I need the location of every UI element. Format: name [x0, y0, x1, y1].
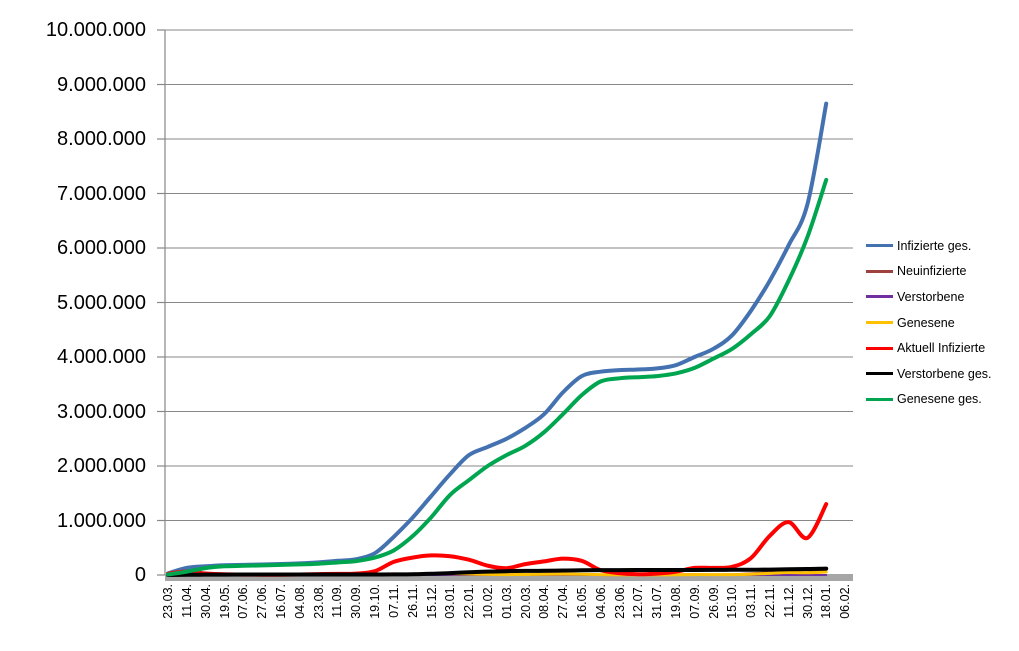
legend-item-aktuell-infizierte: Aktuell Infizierte	[866, 335, 992, 361]
x-axis-label: 07.09.	[687, 584, 702, 619]
x-axis-label: 16.05.	[574, 584, 589, 619]
x-axis-label: 26.09.	[706, 584, 721, 619]
y-axis-label: 9.000.000	[57, 73, 146, 96]
x-axis-label: 30.12.	[800, 584, 815, 619]
x-axis-label: 23.06.	[612, 584, 627, 619]
legend-label: Genesene ges.	[897, 392, 982, 407]
x-axis-label: 23.08.	[311, 584, 326, 619]
y-axis-label: 6.000.000	[57, 237, 146, 259]
x-axis-label: 27.04.	[555, 584, 570, 619]
x-axis-label: 11.09.	[330, 584, 345, 618]
x-axis-label: 22.11.	[762, 584, 777, 618]
x-axis-label: 04.08.	[292, 584, 307, 619]
x-axis-label: 23.03.	[161, 584, 175, 619]
x-axis-label: 10.02.	[480, 584, 495, 619]
y-axis-label: 8.000.000	[57, 128, 146, 150]
legend-label: Neuinfizierte	[897, 264, 967, 279]
y-axis-label: 4.000.000	[57, 346, 146, 368]
legend-item-neuinfizierte: Neuinfizierte	[866, 259, 992, 285]
x-axis-label: 07.11.	[386, 584, 401, 618]
y-axis-label: 1.000.000	[57, 509, 146, 532]
x-axis-label: 12.07.	[631, 584, 646, 619]
legend-item-genesene-ges: Genesene ges.	[866, 387, 992, 413]
legend-swatch	[866, 397, 893, 401]
x-axis-label: 16.07.	[273, 584, 288, 619]
y-axis-label: 7.000.000	[57, 182, 146, 205]
x-axis-label: 19.05.	[217, 584, 232, 619]
x-axis-label: 01.03.	[499, 584, 514, 619]
y-axis-label: 10.000.000	[45, 19, 146, 41]
x-axis-label: 04.06.	[593, 584, 608, 619]
legend-item-verstorbene-ges: Verstorbene ges.	[866, 361, 992, 387]
x-axis-label: 06.02.	[838, 584, 852, 619]
legend: Infizierte ges. Neuinfizierte Verstorbene G…	[866, 233, 992, 412]
legend-label: Genesene	[897, 315, 955, 330]
x-axis-label: 22.01.	[461, 584, 476, 619]
y-axis-label: 2.000.000	[57, 455, 146, 477]
legend-swatch	[866, 372, 893, 376]
legend-label: Verstorbene	[897, 289, 965, 304]
legend-swatch	[866, 295, 893, 299]
x-axis-label: 08.04.	[537, 584, 552, 619]
x-axis-label: 30.04.	[198, 584, 213, 619]
y-axis-label: 5.000.000	[57, 291, 146, 314]
x-axis-label: 15.10.	[725, 584, 740, 619]
x-axis-label: 27.06.	[255, 584, 270, 619]
x-axis-label: 07.06.	[236, 584, 251, 619]
x-axis-label: 20.03.	[518, 584, 533, 619]
x-axis-label: 03.01.	[443, 584, 458, 619]
legend-swatch	[866, 321, 893, 325]
series-line-genesene-ges	[166, 177, 829, 577]
series-line-infizierte-ges	[166, 101, 829, 576]
x-axis-label: 15.12.	[424, 584, 439, 619]
x-axis-label: 31.07.	[649, 584, 664, 619]
legend-item-verstorbene: Verstorbene	[866, 284, 992, 310]
legend-swatch	[866, 244, 893, 248]
legend-item-genesene: Genesene	[866, 310, 992, 336]
legend-item-infizierte-ges: Infizierte ges.	[866, 233, 992, 259]
x-axis-label: 11.12.	[781, 584, 796, 618]
x-axis-label: 19.08.	[668, 584, 683, 619]
legend-label: Infizierte ges.	[897, 238, 972, 253]
x-axis-label: 26.11.	[405, 584, 420, 618]
legend-swatch	[866, 346, 893, 350]
x-axis-label: 19.10.	[367, 584, 382, 619]
x-axis-label: 11.04.	[179, 584, 194, 618]
y-axis-label: 3.000.000	[57, 400, 146, 423]
series-line-verstorbene-ges	[166, 566, 829, 577]
x-axis-label: 03.11.	[743, 584, 758, 618]
legend-label: Verstorbene ges.	[897, 366, 992, 381]
x-axis-label: 18.01.	[819, 584, 834, 619]
legend-label: Aktuell Infizierte	[897, 341, 986, 356]
x-axis-baseline	[165, 574, 853, 581]
x-axis-label: 30.09.	[349, 584, 364, 619]
legend-swatch	[866, 269, 893, 273]
y-axis-label: 0	[134, 564, 146, 586]
